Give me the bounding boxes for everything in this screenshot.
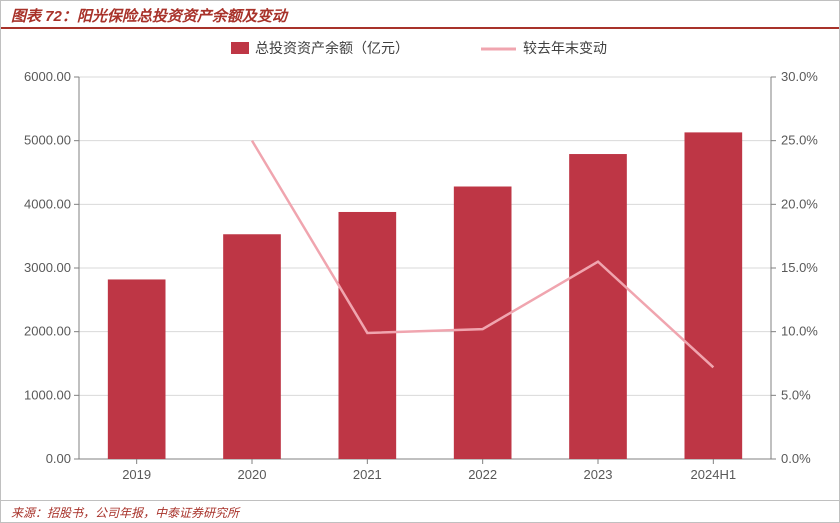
y-right-tick-label: 20.0% (781, 196, 818, 211)
title-bar: 图表 72：阳光保险总投资资产余额及变动 (1, 1, 839, 29)
y-left-tick-label: 4000.00 (24, 196, 71, 211)
chart-title: 图表 72：阳光保险总投资资产余额及变动 (11, 8, 287, 25)
x-tick-label: 2020 (238, 467, 267, 482)
chart-area: 0.00 1000.00 2000.00 3000.00 4000.00 5000.00 6… (1, 29, 840, 499)
y-right-tick-label: 25.0% (781, 133, 818, 148)
x-tick-label: 2023 (584, 467, 613, 482)
bar (223, 234, 281, 459)
x-tick-label: 2022 (468, 467, 497, 482)
chart-svg: 0.00 1000.00 2000.00 3000.00 4000.00 5000.00 6… (1, 29, 840, 499)
legend-bar-label: 总投资资产余额（亿元） (255, 40, 409, 56)
y-left-tick-label: 6000.00 (24, 69, 71, 84)
y-right-tick-label: 5.0% (781, 387, 811, 402)
bar (339, 212, 397, 459)
y-right-tick-label: 10.0% (781, 324, 818, 339)
y-left-tick-label: 1000.00 (24, 387, 71, 402)
source-text: 来源：招股书，公司年报，中泰证券研究所 (11, 506, 239, 520)
chart-figure: 图表 72：阳光保险总投资资产余额及变动 0.00 1000.00 2000.00 3… (0, 0, 840, 523)
y-right-tick-label: 15.0% (781, 260, 818, 275)
bar (569, 154, 627, 459)
y-right-tick-label: 0.0% (781, 451, 811, 466)
x-tick-label: 2021 (353, 467, 382, 482)
x-tick-label: 2024H1 (691, 467, 737, 482)
legend-line-label: 较去年末变动 (523, 40, 607, 56)
bar (685, 132, 743, 459)
bar (454, 187, 512, 459)
legend-bar-swatch (231, 42, 249, 54)
bar (108, 279, 166, 459)
y-left-tick-label: 0.00 (46, 451, 71, 466)
x-tick-label: 2019 (122, 467, 151, 482)
y-left-tick-label: 2000.00 (24, 324, 71, 339)
y-left-tick-label: 3000.00 (24, 260, 71, 275)
y-left-tick-label: 5000.00 (24, 133, 71, 148)
y-right-tick-label: 30.0% (781, 69, 818, 84)
source-bar: 来源：招股书，公司年报，中泰证券研究所 (1, 500, 839, 522)
